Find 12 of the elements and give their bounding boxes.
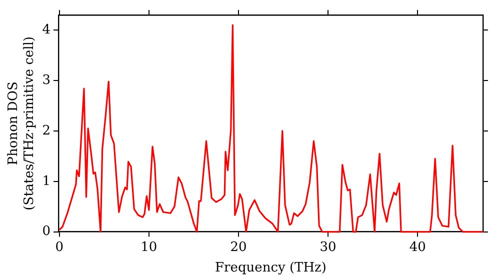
x-tick-label: 0 <box>55 240 64 255</box>
y-tick-label: 3 <box>42 72 50 88</box>
y-tick-label: 4 <box>42 22 50 38</box>
x-tick-label: 30 <box>320 240 336 255</box>
x-axis-title: Frequency (THz) <box>215 260 326 276</box>
y-tick-label: 0 <box>42 224 50 240</box>
x-tick-label: 20 <box>230 240 247 255</box>
x-tick-label: 40 <box>409 240 426 255</box>
x-tick-label: 10 <box>140 240 158 255</box>
y-axis-title: Phonon DOS (States/THz·primitive cell) <box>6 36 37 210</box>
y-tick-label: 1 <box>42 174 50 189</box>
y-tick-label: 2 <box>42 123 50 138</box>
